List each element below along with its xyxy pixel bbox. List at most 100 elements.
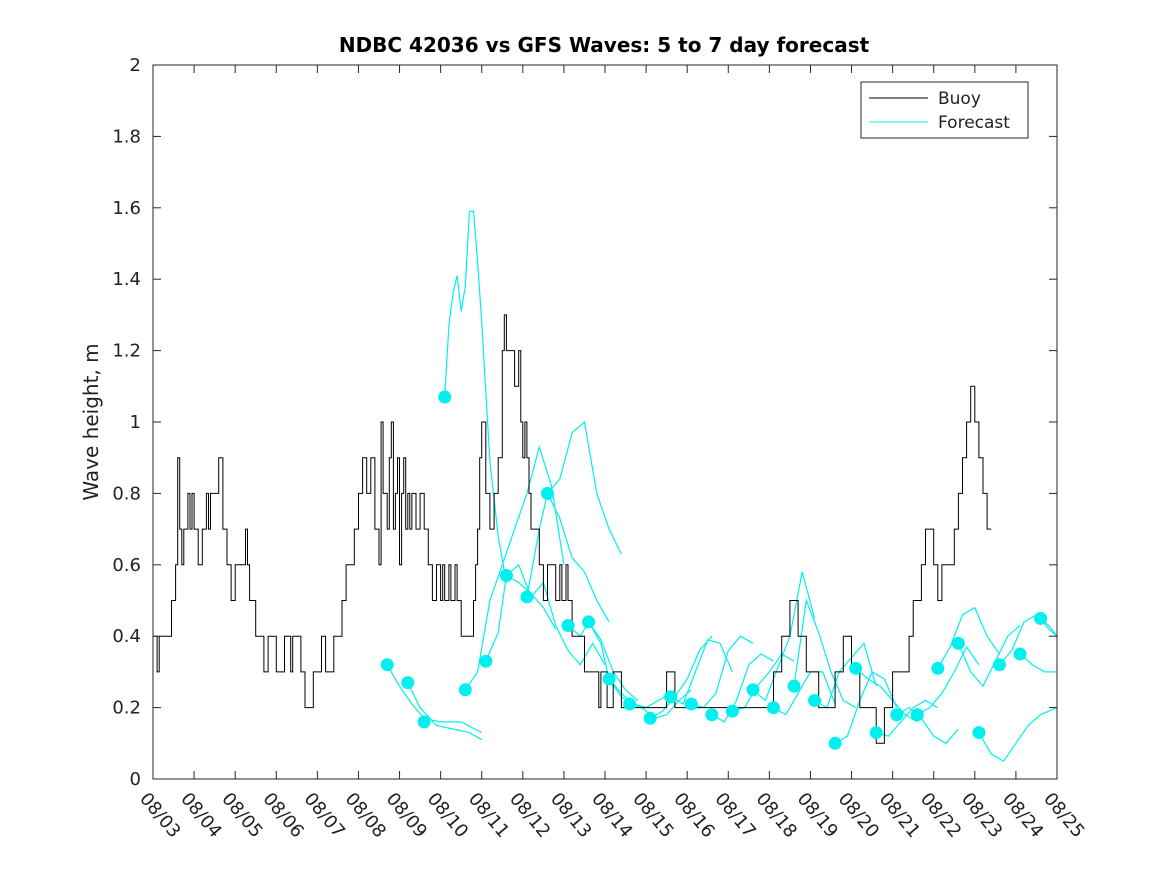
forecast-series-line [608,678,672,709]
forecast-marker [684,697,698,711]
y-tick-label: 0.2 [112,698,141,719]
x-tick-label: 08/05 [217,789,266,842]
buoy-line [153,314,992,744]
x-tick-label: 08/10 [423,789,472,842]
y-axis: 0 0.2 0.4 0.6 0.8 1 1.2 1.4 1.6 1.8 2 [112,55,1057,790]
forecast-marker [458,683,472,697]
y-tick-label: 2 [130,55,141,76]
y-tick-label: 1.6 [112,198,141,219]
y-axis-label: Wave height, m [79,343,103,500]
x-tick-label: 08/20 [834,789,883,842]
forecast-marker [951,636,965,650]
forecast-marker [438,390,452,404]
forecast-marker [380,658,394,672]
x-tick-label: 08/18 [752,789,801,842]
forecast-series-line [793,598,856,709]
forecast-series-line [629,689,692,719]
forecast-marker [417,715,431,729]
x-tick-label: 08/25 [1039,789,1088,842]
y-tick-label: 1.2 [112,341,141,362]
x-tick-label: 08/22 [916,789,965,842]
forecast-marker [931,661,945,675]
forecast-series-line [407,682,482,741]
forecast-series-line [1019,653,1057,673]
forecast-series-line [670,639,733,705]
forecast-marker [1013,647,1027,661]
legend-forecast-label: Forecast [938,113,1010,133]
forecast-series-line [732,653,795,712]
x-tick-label: 08/14 [587,789,636,842]
x-tick-label: 08/07 [300,789,349,842]
x-tick-label: 08/03 [135,789,184,842]
buoy-series-line [153,314,992,744]
y-tick-label: 0.6 [112,555,141,576]
legend: Buoy Forecast [860,81,1029,139]
forecast-marker [623,697,637,711]
y-tick-label: 0.4 [112,626,141,647]
y-tick-label: 1.8 [112,126,141,147]
forecast-series-line [485,574,557,662]
x-tick-label: 08/12 [505,789,554,842]
x-tick-label: 08/24 [998,789,1047,842]
y-tick-label: 0.8 [112,483,141,504]
x-tick-label: 08/11 [464,789,513,842]
forecast-series-line [876,699,939,737]
forecast-series-line [834,671,898,744]
x-tick-label: 08/21 [875,789,924,842]
x-tick-label: 08/06 [258,789,307,842]
forecast-series-line [773,671,836,716]
forecast-marker [582,615,596,629]
forecast-marker [520,590,534,604]
forecast-marker [1034,611,1048,625]
x-tick-label: 08/08 [341,789,390,842]
forecast-series-line [855,667,918,723]
forecast-series-line [752,571,816,702]
forecast-series-line [814,642,877,709]
forecast-marker [643,711,657,725]
forecast-marker [479,654,493,668]
x-tick-label: 08/23 [957,789,1006,842]
x-tick-label: 08/04 [176,789,225,842]
forecast-marker [890,708,904,722]
forecast-marker [705,708,719,722]
x-tick-label: 08/13 [546,789,595,842]
forecast-series-line [649,635,713,719]
forecast-marker [808,693,822,707]
chart-title: NDBC 42036 vs GFS Waves: 5 to 7 day fore… [339,33,870,57]
forecast-series-line [464,444,565,691]
forecast-series-line [917,645,980,716]
legend-buoy-label: Buoy [938,89,981,109]
forecast-marker [602,672,616,686]
forecast-marker [725,704,739,718]
forecast-marker [664,690,678,704]
forecast-series-line [896,706,959,745]
forecast-marker [499,569,513,583]
forecast-marker [787,679,801,693]
forecast-series-line [526,491,610,623]
forecast-marker [746,683,760,697]
x-tick-label: 08/19 [793,789,842,842]
forecast-series-line [691,635,754,709]
x-tick-label: 08/15 [628,789,677,842]
forecast-series-line [937,606,1000,669]
x-tick-label: 08/09 [382,789,431,842]
forecast-markers [380,390,1048,750]
forecast-marker [401,676,415,690]
x-tick-label: 08/16 [669,789,718,842]
y-tick-label: 1 [130,412,141,433]
legend-box [860,81,1029,139]
forecast-series-line [999,614,1057,666]
forecast-marker [828,736,842,750]
forecast-series-line [957,625,1021,688]
forecast-marker [766,701,780,715]
forecast-marker [540,486,554,500]
forecast-series-line [547,420,622,555]
forecast-marker [869,726,883,740]
forecast-marker [849,661,863,675]
forecast-series-line [978,707,1057,762]
y-tick-label: 1.4 [112,269,141,290]
forecast-series-line [711,653,774,723]
forecast-marker [992,658,1006,672]
forecast-marker [910,708,924,722]
